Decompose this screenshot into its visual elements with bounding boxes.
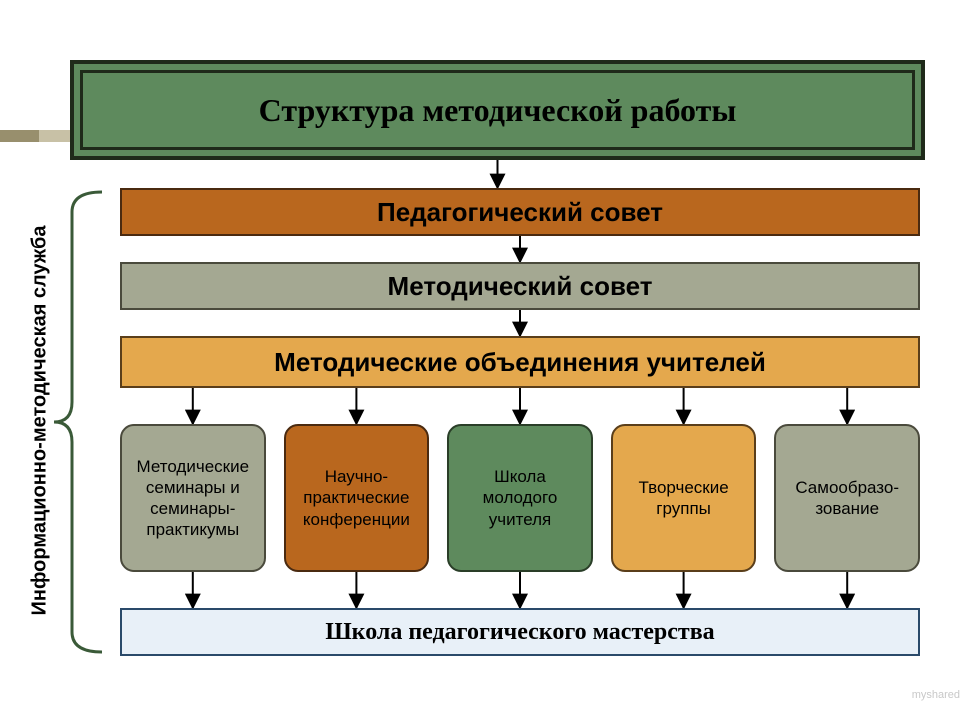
card-label: Творческие группы — [621, 477, 747, 520]
card-selfedu: Самообразо- зование — [774, 424, 920, 572]
card-creative: Творческие группы — [611, 424, 757, 572]
side-label: Информационно-методическая служба — [25, 170, 55, 670]
level-label: Методические объединения учителей — [274, 347, 766, 378]
card-seminars: Методические семинары и семинары- практи… — [120, 424, 266, 572]
watermark: myshared — [840, 687, 960, 703]
side-label-text: Информационно-методическая служба — [29, 225, 52, 615]
title-label: Структура методической работы — [259, 92, 737, 129]
accent-bar-segment — [0, 130, 39, 142]
accent-bar-segment — [39, 130, 71, 142]
curly-brace — [54, 192, 102, 652]
level-label: Методический совет — [388, 271, 653, 302]
card-label: Научно- практические конференции — [294, 466, 420, 530]
card-young: Школа молодого учителя — [447, 424, 593, 572]
title-box: Структура методической работы — [80, 70, 915, 150]
level-label: Педагогический совет — [377, 197, 663, 228]
watermark-text: myshared — [912, 689, 960, 701]
bottom-label: Школа педагогического мастерства — [325, 619, 714, 646]
card-conf: Научно- практические конференции — [284, 424, 430, 572]
level-box-metsovet: Методический совет — [120, 262, 920, 310]
level-box-pedsovet: Педагогический совет — [120, 188, 920, 236]
level-box-metobed: Методические объединения учителей — [120, 336, 920, 388]
bottom-box-mastery: Школа педагогического мастерства — [120, 608, 920, 656]
card-label: Самообразо- зование — [784, 477, 910, 520]
stage: Структура методической работы Педагогичес… — [0, 0, 960, 720]
card-label: Методические семинары и семинары- практи… — [130, 456, 256, 541]
card-label: Школа молодого учителя — [457, 466, 583, 530]
